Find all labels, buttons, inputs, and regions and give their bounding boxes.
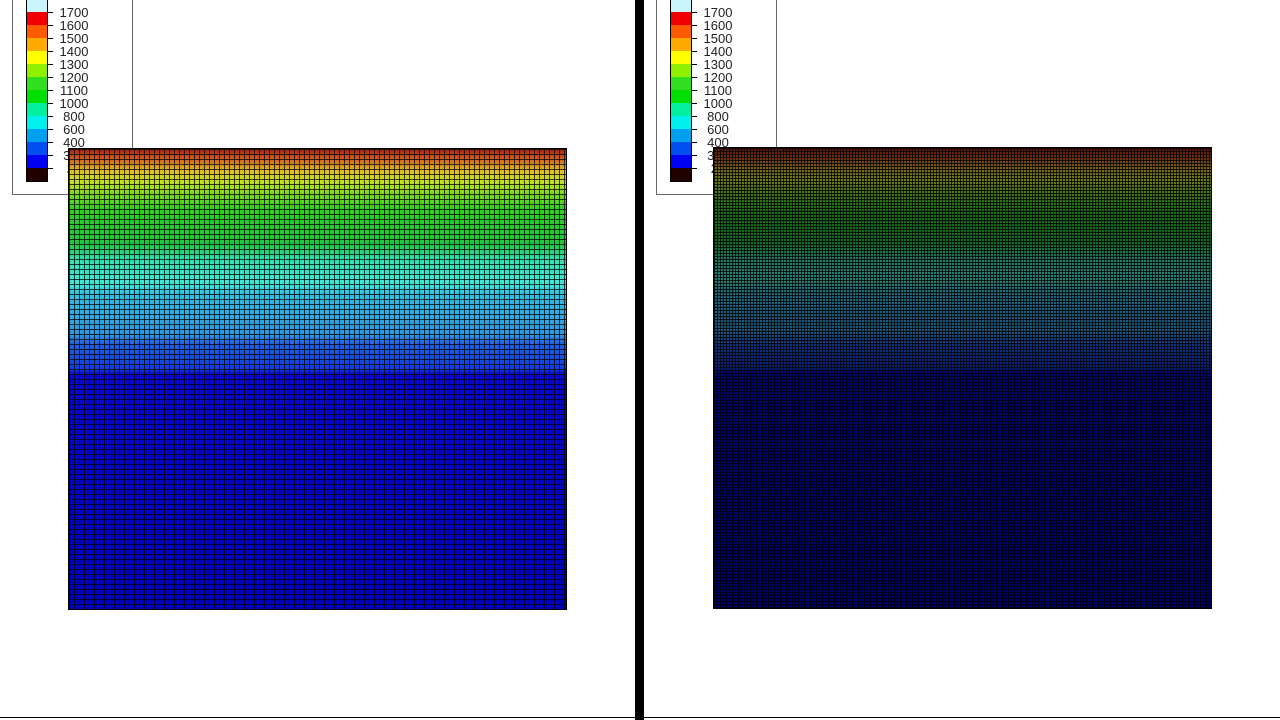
- legend-label: 1100: [60, 83, 88, 98]
- legend-tick: [691, 142, 697, 143]
- legend-tick: [691, 51, 697, 52]
- legend-tick: [691, 116, 697, 117]
- legend-label: 1000: [59, 96, 89, 111]
- legend-tick: [47, 116, 53, 117]
- legend-swatch: [670, 155, 692, 168]
- bottom-border: [0, 717, 1280, 718]
- legend-tick: [47, 38, 53, 39]
- legend-swatch: [26, 129, 48, 142]
- legend-tick: [691, 25, 697, 26]
- color-legend: 1700 1600 1500 1400 1300 1200 1100 1000 800 600 40…: [656, 0, 777, 195]
- legend-tick: [691, 168, 697, 169]
- legend-label: 1400: [59, 44, 89, 59]
- legend-tick: [47, 12, 53, 13]
- right-viewport[interactable]: 1700 1600 1500 1400 1300 1200 1100 1000 800 600 40…: [644, 0, 1280, 720]
- legend-tick: [691, 155, 697, 156]
- legend-swatch: [670, 51, 692, 64]
- legend-label: 1100: [704, 83, 732, 98]
- legend-tick: [47, 64, 53, 65]
- legend-swatch: [670, 168, 692, 182]
- legend-tick: [691, 64, 697, 65]
- legend-label: 1300: [59, 57, 89, 72]
- legend-tick: [47, 51, 53, 52]
- legend-tick: [47, 142, 53, 143]
- legend-swatch: [26, 38, 48, 51]
- legend-swatch: [670, 64, 692, 77]
- temperature-contour-mesh: [68, 148, 567, 610]
- legend-swatch: [26, 64, 48, 77]
- temperature-contour-mesh-dark: [713, 147, 1212, 609]
- legend-swatch: [26, 168, 48, 182]
- legend-swatch: [670, 12, 692, 25]
- legend-swatch: [26, 0, 48, 12]
- legend-swatch: [670, 77, 692, 90]
- legend-tick: [47, 168, 53, 169]
- legend-swatch: [670, 25, 692, 38]
- legend-swatch: [26, 142, 48, 155]
- legend-label: 1300: [703, 57, 733, 72]
- legend-swatch: [26, 90, 48, 103]
- legend-label: 1400: [703, 44, 733, 59]
- legend-label: 1700: [703, 5, 733, 20]
- legend-swatch: [26, 116, 48, 129]
- legend-swatch: [26, 12, 48, 25]
- legend-label: 1200: [703, 70, 733, 85]
- legend-label: 1500: [703, 31, 733, 46]
- legend-swatch: [670, 38, 692, 51]
- legend-swatch: [670, 103, 692, 116]
- legend-tick: [691, 77, 697, 78]
- legend-label: 600: [707, 122, 729, 137]
- legend-label: 1500: [59, 31, 89, 46]
- legend-swatch: [26, 51, 48, 64]
- legend-label: 400: [63, 135, 85, 150]
- legend-tick: [691, 38, 697, 39]
- legend-tick: [47, 103, 53, 104]
- legend-swatch: [670, 116, 692, 129]
- legend-label: 1000: [703, 96, 733, 111]
- legend-swatch: [670, 90, 692, 103]
- legend-label: 1700: [59, 5, 89, 20]
- legend-tick: [691, 129, 697, 130]
- legend-tick: [47, 90, 53, 91]
- legend-label: 1200: [59, 70, 89, 85]
- legend-swatch: [670, 129, 692, 142]
- legend-label: 1600: [59, 18, 89, 33]
- legend-swatch: [26, 77, 48, 90]
- legend-tick: [47, 155, 53, 156]
- legend-label: 800: [63, 109, 85, 124]
- viewport-divider[interactable]: [635, 0, 644, 720]
- legend-label: 400: [707, 135, 729, 150]
- legend-swatch: [26, 155, 48, 168]
- legend-swatch: [26, 103, 48, 116]
- legend-tick: [47, 77, 53, 78]
- left-viewport[interactable]: 1700 1600 1500 1400 1300 1200 1100 1000 800 600 40…: [0, 0, 635, 720]
- legend-label: 800: [707, 109, 729, 124]
- legend-label: 1600: [703, 18, 733, 33]
- legend-tick: [691, 12, 697, 13]
- legend-swatch: [26, 25, 48, 38]
- legend-label: 600: [63, 122, 85, 137]
- legend-swatch: [670, 142, 692, 155]
- legend-tick: [691, 90, 697, 91]
- legend-tick: [47, 25, 53, 26]
- legend-tick: [47, 129, 53, 130]
- legend-tick: [691, 103, 697, 104]
- legend-swatch: [670, 0, 692, 12]
